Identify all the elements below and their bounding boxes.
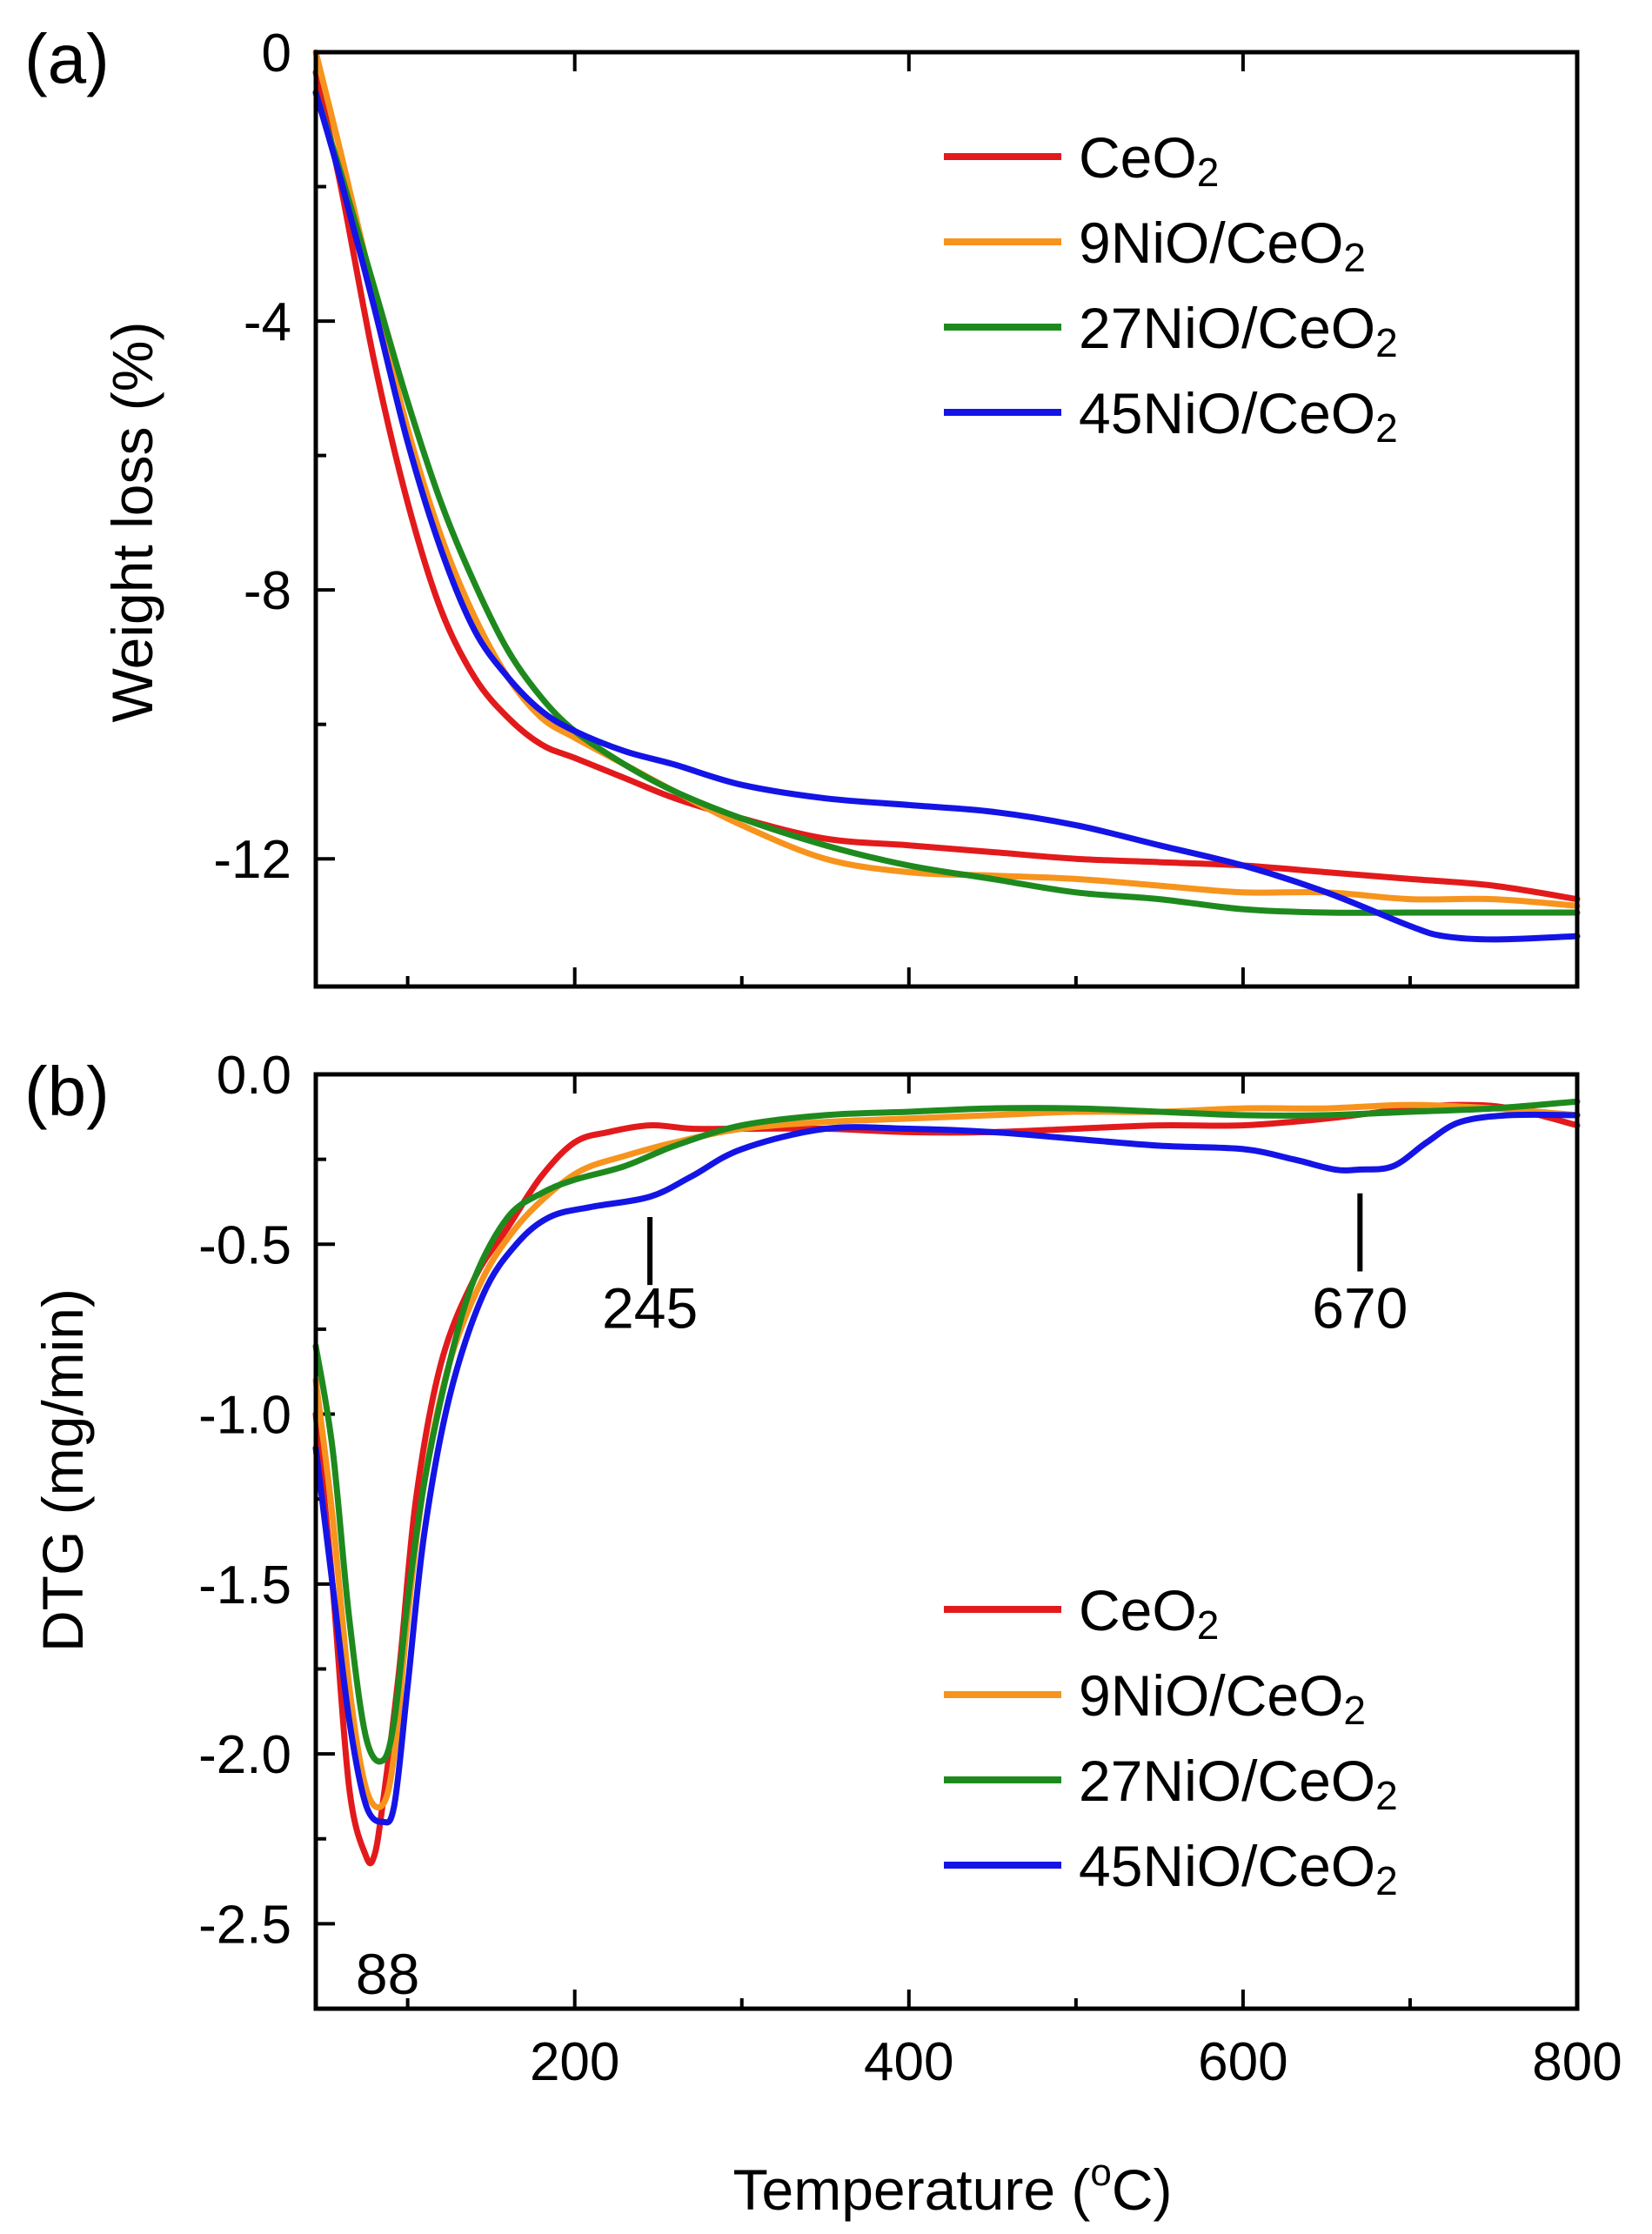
panel-b-series-ceo2: [312, 1101, 1581, 1867]
x-axis-label: Temperature (oC): [733, 2151, 1173, 2222]
panel-b-y-tick-label: -1.0: [198, 1386, 291, 1446]
panel-a-series-group: [312, 49, 1581, 943]
x-axis-label-unit: C): [1112, 2157, 1173, 2222]
panel-b-legend-label-ceo2: CeO2: [1079, 1578, 1219, 1648]
panel-b-dtg-chart: (b) DTG (mg/min) 200 400 600 800 0.0 -0.5 -1.0…: [24, 1046, 1622, 2092]
panel-a-legend-label-ceo2: CeO2: [1079, 125, 1219, 195]
panel-b-series-group: [312, 1098, 1581, 1867]
panel-b-legend-label-45nio-ceo2: 45NiO/CeO2: [1079, 1834, 1398, 1903]
panel-a-legend-label-27nio-ceo2: 27NiO/CeO2: [1079, 296, 1398, 365]
panel-b-y-tick-label: -2.5: [198, 1895, 291, 1955]
panel-b-x-tick-label: 600: [1198, 2032, 1287, 2092]
panel-a-weight-loss-chart: (a) Weight loss (%) 0 -4 -8 -12 CeO2 9NiO/Ce…: [24, 20, 1581, 989]
panel-b-series-27nio-ceo2: [312, 1098, 1581, 1765]
panel-b-axis-ticks: 200 400 600 800 0.0 -0.5 -1.0 -1.5 -2.0 -2.5: [198, 1046, 1622, 2092]
panel-a-legend-label-45nio-ceo2: 45NiO/CeO2: [1079, 381, 1398, 451]
panel-a-series-45nio-ceo2: [312, 89, 1581, 943]
panel-b-y-tick-label: -2.0: [198, 1725, 291, 1785]
panel-a-label: (a): [24, 20, 110, 97]
panel-a-legend-label-9nio-ceo2: 9NiO/CeO2: [1079, 211, 1366, 280]
panel-b-x-tick-label: 200: [530, 2032, 619, 2092]
panel-a-series-27nio-ceo2: [312, 89, 1581, 916]
panel-a-y-tick-label: 0: [262, 23, 291, 84]
panel-a-y-axis-label: Weight loss (%): [100, 322, 164, 723]
panel-b-annotations: 88 245 670: [356, 1193, 1408, 2006]
annotation-label-670: 670: [1312, 1275, 1408, 1340]
panel-b-y-tick-label: -1.5: [198, 1555, 291, 1615]
panel-b-label: (b): [24, 1053, 110, 1130]
panel-b-x-tick-label: 400: [864, 2032, 953, 2092]
annotation-label-88: 88: [356, 1942, 419, 2006]
panel-b-series-45nio-ceo2: [312, 1111, 1581, 1826]
panel-b-legend: CeO2 9NiO/CeO2 27NiO/CeO2 45NiO/CeO2: [944, 1578, 1398, 1903]
annotation-label-245: 245: [602, 1275, 698, 1340]
panel-a-legend: CeO2 9NiO/CeO2 27NiO/CeO2 45NiO/CeO2: [944, 125, 1398, 451]
panel-b-legend-label-9nio-ceo2: 9NiO/CeO2: [1079, 1663, 1366, 1733]
panel-a-y-tick-label: -4: [244, 292, 291, 352]
panel-a-y-tick-label: -12: [213, 830, 291, 890]
panel-b-x-tick-label: 800: [1532, 2032, 1622, 2092]
panel-a-y-tick-label: -8: [244, 561, 291, 621]
panel-b-y-tick-label: -0.5: [198, 1215, 291, 1275]
panel-a-series-ceo2: [312, 69, 1581, 903]
panel-b-legend-label-27nio-ceo2: 27NiO/CeO2: [1079, 1749, 1398, 1818]
panel-b-y-axis-label: DTG (mg/min): [30, 1288, 95, 1652]
panel-b-y-tick-label: 0.0: [217, 1046, 291, 1106]
x-axis-label-main: Temperature (: [733, 2157, 1091, 2222]
panel-b-plot-frame: [313, 1072, 1580, 2011]
x-axis-label-degree: o: [1090, 2151, 1111, 2194]
panel-b-series-9nio-ceo2: [312, 1101, 1581, 1811]
panel-a-series-9nio-ceo2: [312, 49, 1581, 909]
panel-a-plot-frame: [313, 50, 1580, 989]
